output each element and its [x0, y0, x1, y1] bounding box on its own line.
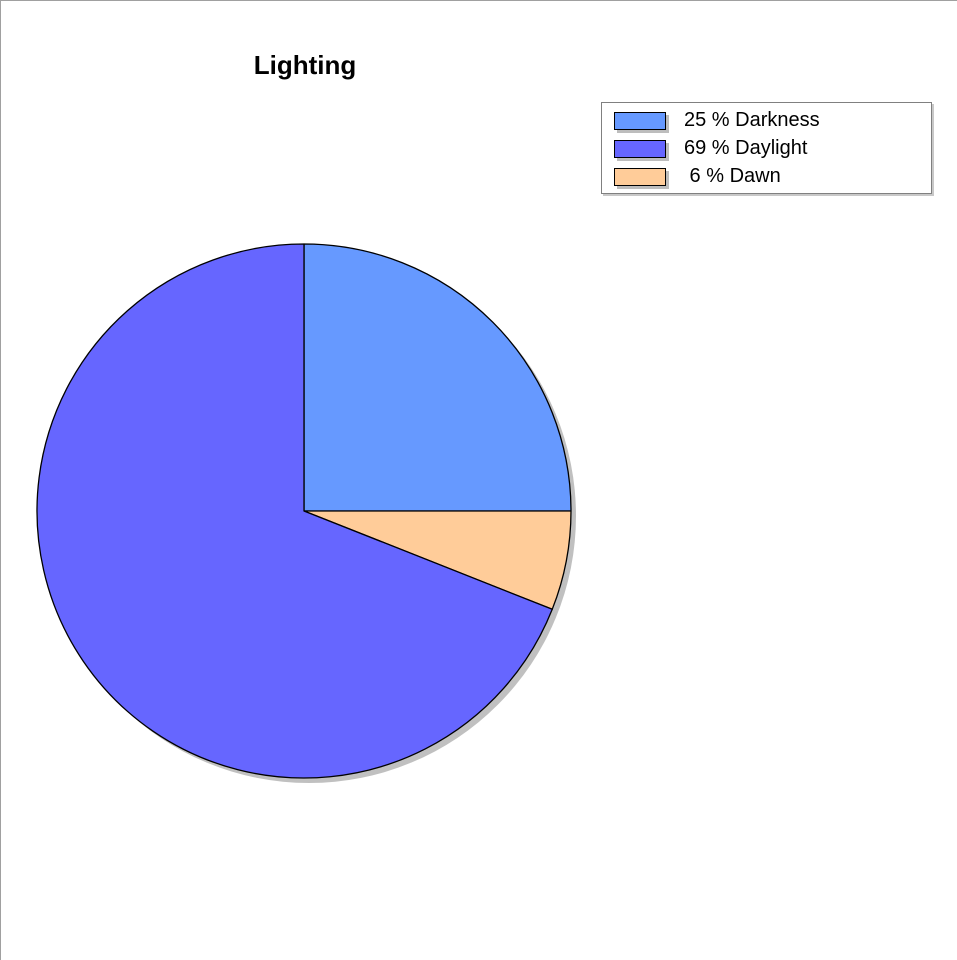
pie-slice-darkness — [303, 243, 572, 512]
legend-item-darkness: 25 % Darkness — [602, 109, 931, 137]
legend-swatch-darkness — [614, 112, 666, 130]
pie-slices — [36, 243, 572, 779]
legend-item-dawn: 6 % Dawn — [602, 165, 931, 193]
legend-swatch-daylight — [614, 140, 666, 158]
legend-swatch-dawn — [614, 168, 666, 186]
legend-label-darkness: 25 % Darkness — [684, 109, 820, 131]
chart-title: Lighting — [253, 50, 357, 80]
pie-slice-daylight — [36, 243, 553, 779]
legend-item-daylight: 69 % Daylight — [602, 137, 931, 165]
legend: 25 % Darkness 69 % Daylight 6 % Dawn — [601, 102, 932, 194]
legend-label-dawn: 6 % Dawn — [684, 165, 781, 187]
legend-label-daylight: 69 % Daylight — [684, 137, 808, 159]
